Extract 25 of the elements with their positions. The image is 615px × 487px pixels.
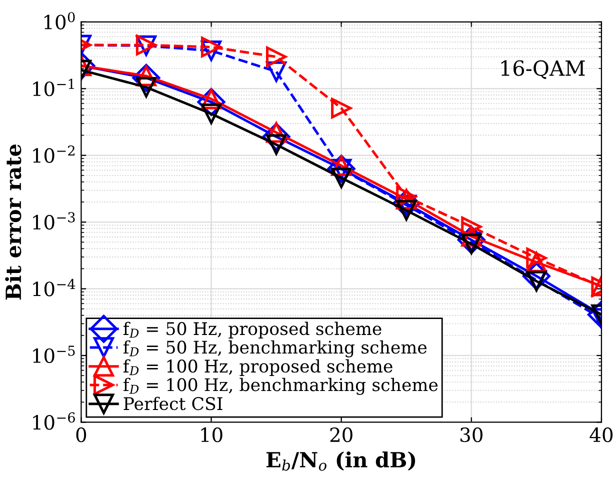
- point: [266, 46, 287, 68]
- x-tick-label: 40: [590, 427, 613, 442]
- y-tick-label: 10$^{−1}$: [33, 78, 74, 96]
- point: [200, 36, 222, 58]
- point: [331, 98, 352, 118]
- legend-label: Perfect CSI: [124, 396, 222, 410]
- x-tick-label: 0: [76, 427, 86, 442]
- y-tick-label: 10$^{−3}$: [33, 212, 75, 230]
- y-tick-label: 10$^{−5}$: [33, 346, 75, 364]
- legend-label: f$_{D}$ = 50 Hz, benchmarking scheme: [123, 340, 427, 358]
- legend-label: f$_{D}$ = 50 Hz, proposed scheme: [123, 322, 382, 339]
- legend-label: f$_{D}$ = 100 Hz, benchmarking scheme: [123, 378, 438, 395]
- y-tick-label: 10$^{−6}$: [33, 412, 75, 430]
- y-tick-label: 10$^{0}$: [44, 12, 75, 30]
- annotation: 16-QAM: [501, 60, 585, 80]
- x-tick-label: 10: [201, 427, 222, 442]
- y-tick-label: 10$^{−4}$: [33, 278, 76, 296]
- x-axis-title: E$_{b}$/N$_{o}$ (in dB): [266, 451, 416, 471]
- x-tick-label: 20: [330, 427, 352, 442]
- point: [526, 248, 547, 268]
- x-tick-label: 30: [460, 427, 482, 442]
- y-tick-label: 10$^{−2}$: [33, 145, 74, 163]
- point: [200, 103, 222, 124]
- y-axis-title: Bit error rate: [5, 144, 22, 300]
- legend-label: f$_{D}$ = 100 Hz, proposed scheme: [123, 359, 392, 376]
